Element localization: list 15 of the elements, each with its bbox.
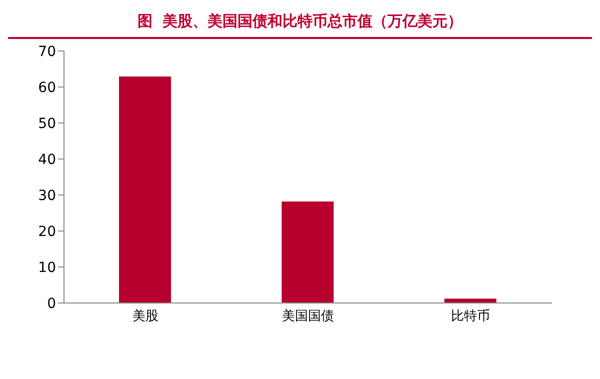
- y-tick-label: 60: [38, 80, 56, 96]
- y-tick-label: 0: [47, 296, 56, 312]
- bar: [282, 201, 334, 303]
- y-tick-label: 20: [38, 224, 56, 240]
- chart-title: 图 美股、美国国债和比特币总市值（万亿美元）: [8, 8, 592, 39]
- x-tick-label: 美国国债: [282, 308, 334, 324]
- bar: [444, 298, 496, 303]
- y-tick-label: 50: [38, 116, 56, 132]
- y-tick-label: 30: [38, 188, 56, 204]
- y-tick-label: 70: [38, 44, 56, 60]
- bar: [119, 76, 171, 303]
- y-tick-label: 10: [38, 260, 56, 276]
- y-tick-label: 40: [38, 152, 56, 168]
- x-tick-label: 美股: [132, 308, 158, 324]
- x-tick-label: 比特币: [451, 309, 490, 324]
